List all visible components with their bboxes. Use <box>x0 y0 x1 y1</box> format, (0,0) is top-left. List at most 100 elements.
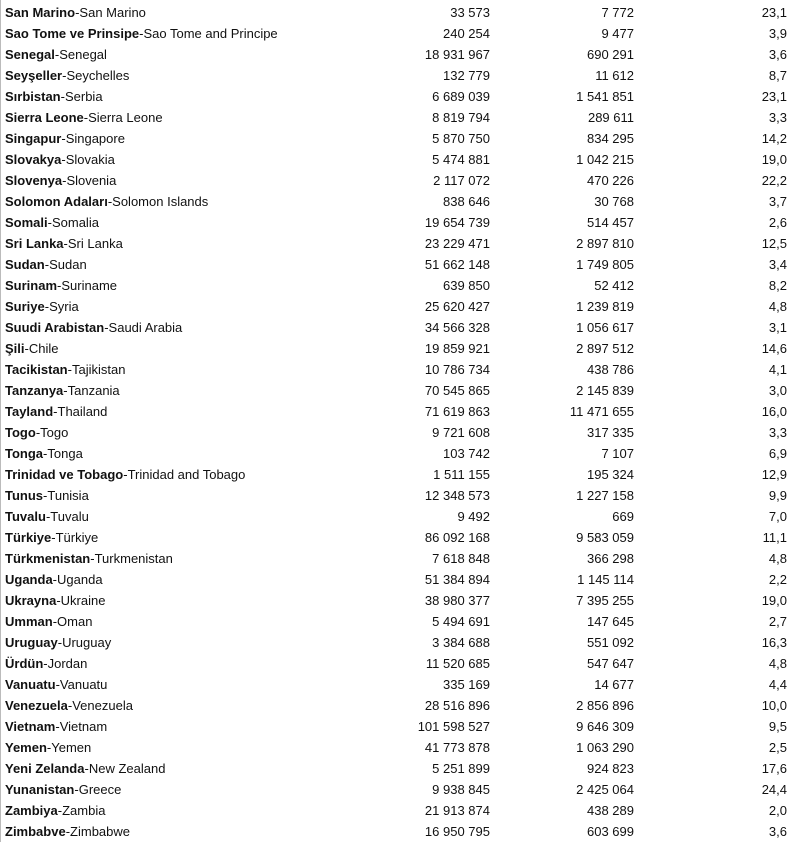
value-cell: 7 772 <box>601 5 634 20</box>
country-name-turkish: Tonga <box>5 446 44 461</box>
value-cell: 195 324 <box>587 467 634 482</box>
percent-cell: 3,4 <box>768 257 787 272</box>
population-cell: 11 520 685 <box>425 656 490 671</box>
value-cell: 7 107 <box>601 446 634 461</box>
table-row: Singapur-Singapore 5 870 750 834 295 14,2 <box>0 128 800 149</box>
percent-cell: 4,1 <box>768 362 787 377</box>
value-cell: 9 646 309 <box>576 719 634 734</box>
country-name-english: Uganda <box>57 572 103 587</box>
country-name-english: Venezuela <box>72 698 133 713</box>
table-row: Vietnam-Vietnam 101 598 527 9 646 309 9,5 <box>0 716 800 737</box>
country-name-english: Solomon Islands <box>112 194 209 209</box>
country-name-turkish: Suudi Arabistan <box>5 320 105 335</box>
percent-cell: 4,8 <box>768 656 787 671</box>
country-name-english: Senegal <box>59 47 107 62</box>
country-name-cell: Zambiya-Zambia <box>5 803 106 818</box>
value-cell: 603 699 <box>587 824 634 839</box>
table-row: Yeni Zelanda-New Zealand 5 251 899 924 823… <box>0 758 800 779</box>
population-cell: 34 566 328 <box>424 320 490 335</box>
country-name-cell: Surinam-Suriname <box>5 278 117 293</box>
percent-cell: 19,0 <box>761 593 787 608</box>
table-row: Tayland-Thailand 71 619 863 11 471 655 16,0 <box>0 401 800 422</box>
country-name-cell: Türkmenistan-Turkmenistan <box>5 551 173 566</box>
value-cell: 14 677 <box>594 677 634 692</box>
table-row: Slovenya-Slovenia 2 117 072 470 226 22,2 <box>0 170 800 191</box>
country-name-english: Togo <box>40 425 69 440</box>
country-name-turkish: San Marino <box>5 5 76 20</box>
country-name-turkish: Senegal <box>5 47 55 62</box>
value-cell: 147 645 <box>587 614 634 629</box>
country-name-english: Zambia <box>62 803 106 818</box>
value-cell: 2 856 896 <box>576 698 634 713</box>
country-name-english: Turkmenistan <box>94 551 173 566</box>
country-name-turkish: Surinam <box>5 278 58 293</box>
table-row: Senegal-Senegal 18 931 967 690 291 3,6 <box>0 44 800 65</box>
table-row: Yemen-Yemen 41 773 878 1 063 290 2,5 <box>0 737 800 758</box>
population-cell: 101 598 527 <box>417 719 490 734</box>
country-name-english: Chile <box>28 341 59 356</box>
country-name-turkish: Türkiye <box>5 530 52 545</box>
value-cell: 11 471 655 <box>569 404 634 419</box>
country-name-turkish: Vanuatu <box>5 677 56 692</box>
country-name-turkish: Tayland <box>5 404 54 419</box>
country-name-english: Syria <box>49 299 79 314</box>
percent-cell: 14,6 <box>761 341 787 356</box>
value-cell: 1 042 215 <box>576 152 634 167</box>
country-name-english: Seychelles <box>66 68 130 83</box>
table-row: Vanuatu-Vanuatu 335 169 14 677 4,4 <box>0 674 800 695</box>
country-name-english: Saudi Arabia <box>108 320 183 335</box>
table-row: Solomon Adaları-Solomon Islands 838 646 30… <box>0 191 800 212</box>
country-name-turkish: Sierra Leone <box>5 110 84 125</box>
table-row: Venezuela-Venezuela 28 516 896 2 856 896 10… <box>0 695 800 716</box>
value-cell: 690 291 <box>587 47 634 62</box>
table-row: Suudi Arabistan-Saudi Arabia 34 566 328 1 … <box>0 317 800 338</box>
country-name-english: Zimbabwe <box>70 824 130 839</box>
population-cell: 33 573 <box>450 5 490 20</box>
country-name-cell: Türkiye-Türkiye <box>5 530 99 545</box>
table-row: Ukrayna-Ukraine 38 980 377 7 395 255 19,0 <box>0 590 800 611</box>
percent-cell: 3,6 <box>768 47 787 62</box>
country-name-turkish: Uganda <box>5 572 53 587</box>
country-name-turkish: Türkmenistan <box>5 551 91 566</box>
population-cell: 71 619 863 <box>424 404 490 419</box>
percent-cell: 3,7 <box>768 194 787 209</box>
table-row: Umman-Oman 5 494 691 147 645 2,7 <box>0 611 800 632</box>
country-name-cell: Tanzanya-Tanzania <box>5 383 120 398</box>
country-name-cell: Slovakya-Slovakia <box>5 152 115 167</box>
country-name-turkish: Suriye <box>5 299 45 314</box>
country-name-english: Oman <box>57 614 93 629</box>
country-name-cell: Uruguay-Uruguay <box>5 635 112 650</box>
table-row: Sri Lanka-Sri Lanka 23 229 471 2 897 810 12… <box>0 233 800 254</box>
table-row: Uganda-Uganda 51 384 894 1 145 114 2,2 <box>0 569 800 590</box>
country-name-turkish: Ukrayna <box>5 593 57 608</box>
country-name-cell: Ürdün-Jordan <box>5 656 88 671</box>
country-name-english: Jordan <box>47 656 88 671</box>
country-name-cell: Tuvalu-Tuvalu <box>5 509 89 524</box>
country-name-cell: Yeni Zelanda-New Zealand <box>5 761 166 776</box>
value-cell: 52 412 <box>594 278 634 293</box>
country-name-cell: Umman-Oman <box>5 614 93 629</box>
percent-cell: 23,1 <box>761 5 787 20</box>
country-name-cell: Tunus-Tunisia <box>5 488 89 503</box>
value-cell: 2 897 512 <box>576 341 634 356</box>
country-name-english: Sao Tome and Principe <box>143 26 278 41</box>
population-cell: 103 742 <box>443 446 490 461</box>
value-cell: 289 611 <box>587 110 634 125</box>
table-row: Sao Tome ve Prinsipe-Sao Tome and Princi… <box>0 23 800 44</box>
value-cell: 547 647 <box>587 656 634 671</box>
population-cell: 5 474 881 <box>432 152 490 167</box>
country-name-turkish: Trinidad ve Tobago <box>5 467 124 482</box>
percent-cell: 2,5 <box>768 740 787 755</box>
population-cell: 8 819 794 <box>432 110 490 125</box>
percent-cell: 4,8 <box>768 551 787 566</box>
value-cell: 366 298 <box>587 551 634 566</box>
country-name-english: Tonga <box>47 446 83 461</box>
population-cell: 838 646 <box>443 194 490 209</box>
country-name-turkish: Yunanistan <box>5 782 75 797</box>
population-cell: 86 092 168 <box>424 530 490 545</box>
country-name-english: Singapore <box>65 131 125 146</box>
population-cell: 5 251 899 <box>432 761 490 776</box>
country-name-turkish: Zambiya <box>5 803 58 818</box>
population-cell: 16 950 795 <box>424 824 490 839</box>
